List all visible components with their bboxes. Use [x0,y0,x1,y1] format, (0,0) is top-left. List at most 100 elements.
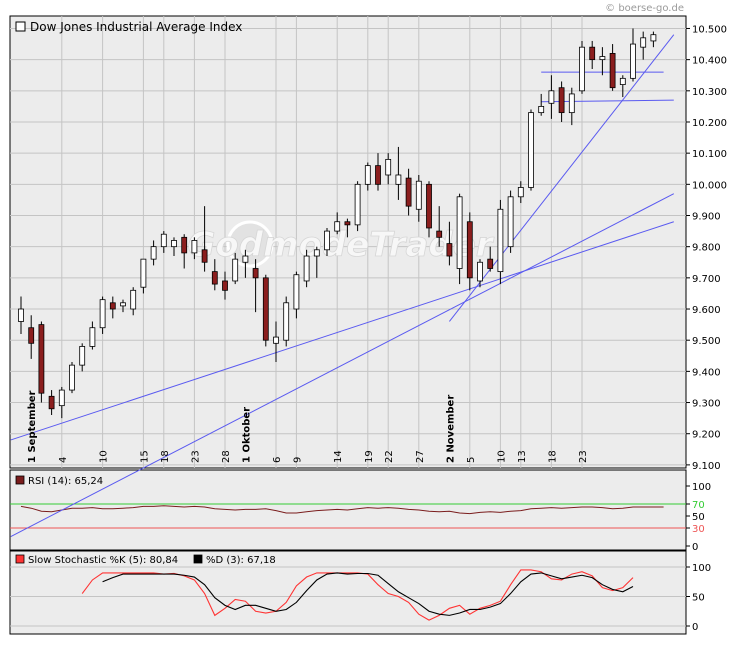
candle-body [252,268,259,279]
candle-body [436,230,443,238]
x-tick-labels: 4 10 15 18 23 28 6 9 14 19 22 27 5 10 13 18 23 1 Septembe… [27,390,589,463]
trendline [142,193,675,468]
candle-body [181,236,188,254]
candle-body [344,221,351,226]
stochastic-panel [9,550,687,635]
candle-body [354,183,361,226]
month-label: 1 Oktober [241,407,252,463]
candle-body [150,246,157,260]
candle-body [375,165,381,185]
x-tick-label: 28 [221,450,232,463]
candle-body [497,208,504,273]
candle-body [99,299,106,329]
candle-body [538,106,545,114]
candle-body [160,233,167,248]
y-tick-label: 9.900 [692,212,721,223]
stoch-k-legend-label: Slow Stochastic %K (5): 80,84 [28,555,178,566]
watermark-text: GodmodeTrader [187,225,494,265]
x-tick-label: 4 [58,457,69,463]
x-tick-label: 23 [190,450,201,463]
x-tick-label: 15 [139,450,150,463]
candle-body [487,258,494,269]
candle-body [283,302,290,341]
y-tick-label: 9.300 [692,399,721,410]
stoch-d-legend-swatch [193,554,203,564]
candle-body [324,230,330,251]
candle-body [548,90,555,104]
x-tick-label: 23 [578,450,589,463]
y-tick-label: 9.400 [692,367,721,378]
candle-body [293,274,300,310]
rsi-grid [10,503,686,529]
x-tick-label: 18 [547,450,558,463]
candle-body [222,280,228,291]
source-label: © boerse-go.de [605,3,684,14]
candle-body [446,243,453,257]
candle-body [38,324,45,394]
candle-body [242,255,249,263]
y-tick-label: 10.200 [692,118,727,129]
rsi-y-tick-label: 100 [692,482,711,493]
candle-body [528,112,534,188]
candle-body [109,302,116,310]
candle-body [313,249,320,257]
stoch-k-line [81,569,634,621]
candle-body [558,87,565,114]
candle-body [28,327,35,344]
candle-body [79,346,86,366]
candle-body [456,196,463,269]
x-tick-label: 19 [364,450,375,463]
rsi-legend-swatch [15,475,25,485]
candle-body [18,308,24,322]
candle-body [232,258,239,282]
y-tick-label: 9.100 [692,461,721,472]
trendline [449,34,675,322]
main-chart-title: Dow Jones Industrial Average Index [30,20,242,34]
y-tick-label: 10.300 [692,87,727,98]
stochastic-y-tick-label: 50 [692,593,705,604]
stochastic-y-tick-labels: 100 50 0 [686,563,711,633]
month-label: 1 September [27,390,38,463]
stochastic-lines [81,569,634,621]
candle-body [120,302,126,307]
y-tick-label: 10.500 [692,24,727,35]
legend-swatch-main [15,21,26,32]
candle-body [630,43,636,79]
month-label: 2 November [445,395,456,463]
candle-body [640,37,647,48]
candle-body [517,187,524,198]
candle-body [385,158,392,176]
candle-body [589,46,596,61]
candle-body [415,180,422,210]
trendline-extension [10,468,145,538]
y-tick-label: 9.600 [692,305,721,316]
rsi-legend-label: RSI (14): 65,24 [28,476,103,487]
main-panel [9,15,687,469]
rsi-series-line [20,505,664,515]
candle-body [303,255,310,282]
candle-body [599,56,606,61]
watermark: GodmodeTrader [187,220,495,268]
candle-body [466,221,473,279]
candle-body [568,93,575,114]
overlay-trendlines [10,468,145,538]
y-tick-label: 10.000 [692,180,727,191]
trendlines [10,34,675,468]
y-tick-label: 9.200 [692,430,721,441]
stochastic-y-tick-label: 100 [692,563,711,574]
candle-body [395,174,402,185]
x-tick-label: 14 [333,450,344,463]
candle-body [48,395,55,410]
candle-body [405,177,412,207]
y-tick-label: 9.700 [692,274,721,285]
main-y-tick-labels: 10.500 10.400 10.300 10.200 10.100 10.000 9.90… [686,24,727,472]
stochastic-y-tick-label: 0 [692,622,698,633]
candle-body [211,271,218,285]
candle-body [507,196,514,248]
candle-body [201,249,208,263]
candle-body [426,183,432,229]
candle-body [140,258,147,288]
